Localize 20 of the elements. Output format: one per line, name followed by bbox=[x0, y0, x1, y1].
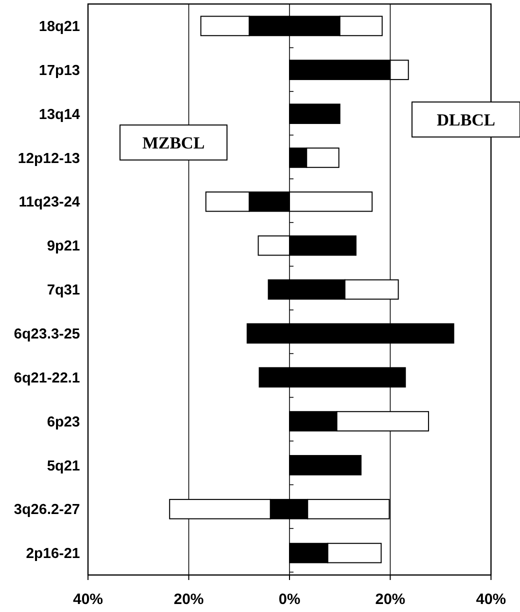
y-tick-label: 11q23-24 bbox=[18, 194, 80, 211]
x-tick-label: 20% bbox=[174, 591, 204, 608]
y-tick-label: 7q31 bbox=[46, 282, 80, 299]
y-tick-label: 9p21 bbox=[46, 238, 80, 255]
annotation: MZBCL bbox=[142, 133, 205, 152]
y-tick-label: 17p13 bbox=[38, 62, 80, 79]
y-tick-label: 6q23.3-25 bbox=[14, 326, 80, 342]
x-tick-label: 20% bbox=[375, 591, 406, 608]
y-tick-label: 6p23 bbox=[46, 414, 80, 430]
y-tick-label: 3q26.2-27 bbox=[14, 502, 80, 518]
y-tick-label: 6q21-22.1 bbox=[14, 370, 80, 386]
annotation: DLBCL bbox=[436, 110, 496, 130]
y-tick-label: 13q14 bbox=[38, 106, 80, 123]
y-tick-label: 5q21 bbox=[46, 458, 80, 474]
y-tick-label: 18q21 bbox=[38, 19, 80, 36]
x-tick-label: 0% bbox=[278, 591, 300, 608]
y-tick-label: 12p12-13 bbox=[18, 150, 80, 167]
x-tick-label: 40% bbox=[476, 591, 506, 608]
x-tick-label: 40% bbox=[72, 591, 104, 608]
y-tick-label: 2p16-21 bbox=[26, 546, 80, 562]
